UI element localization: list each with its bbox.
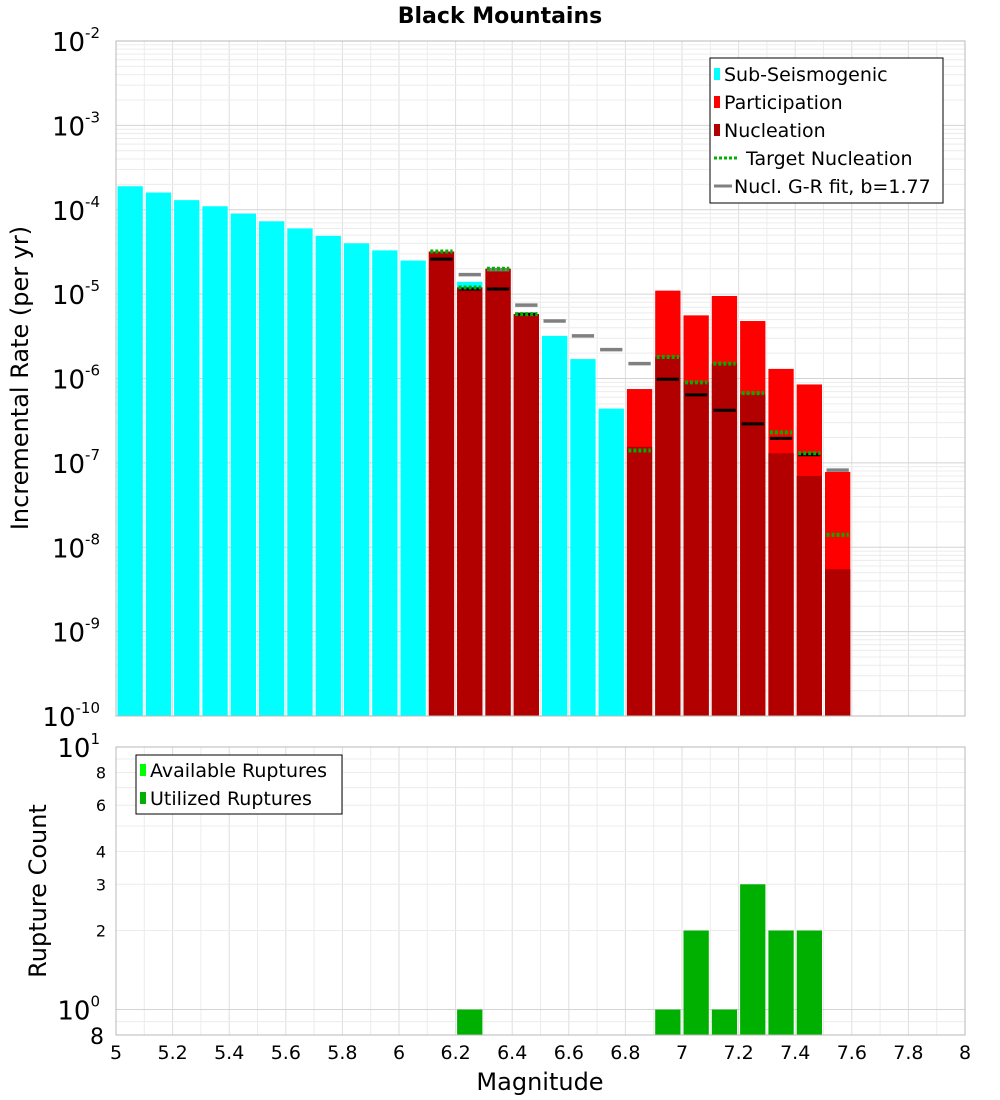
bar-nucleation [796,475,822,716]
bar-nucleation [683,382,709,716]
x-tick-label: 7.8 [893,1042,923,1064]
y-ticks-rate: 10-2 10-3 10-4 10-5 10-6 10-7 10-8 10-9 10-10 [42,24,100,733]
bar-nucleation [626,446,653,716]
bar-nucleation [655,356,681,716]
legend-box [709,57,944,204]
legend-label-participation: Participation [724,92,843,114]
bar-sub-seismogenic [542,335,568,716]
bar-nucleation [768,453,794,716]
y-tick-label: 10-4 [52,193,100,227]
bar-nucleation [513,314,539,716]
legend-label-available-ruptures: Available Ruptures [150,760,327,782]
bars-rate [117,186,851,717]
bar-utilized-ruptures [711,1009,738,1035]
y-tick-label-minor: 4 [96,842,106,861]
y-axis-label-count: Rupture Count [24,804,52,978]
x-axis-label: Magnitude [476,1068,603,1096]
bar-sub-seismogenic [117,186,143,716]
y-tick-label-minor: 2 [96,922,106,941]
x-tick-label: 6.4 [497,1042,527,1064]
plot-frame-count [115,746,966,1036]
grid-count [115,746,966,1036]
bar-sub-seismogenic [372,250,398,717]
legend-swatch-available-ruptures [140,764,146,776]
y-tick-label-minor: 3 [96,875,106,894]
chart-title: Black Mountains [398,4,602,29]
bar-sub-seismogenic [343,243,370,717]
legend-label-target-nucleation: Target Nucleation [745,148,913,170]
x-tick-label: 5.8 [327,1042,357,1064]
bar-nucleation [711,363,738,716]
x-tick-label: 6.2 [440,1042,470,1064]
x-tick-label: 7 [676,1042,688,1064]
legend-swatch-nucleation [714,124,720,136]
legend-count: Available Ruptures Utilized Ruptures [135,754,343,815]
bar-utilized-ruptures [683,930,709,1035]
bar-sub-seismogenic [145,192,172,717]
y-tick-label: 10-3 [52,108,100,142]
bar-sub-seismogenic [259,221,285,716]
legend-swatch-utilized-ruptures [140,792,146,804]
bars-count [457,884,822,1035]
y-tick-label-minor: 8 [96,763,106,782]
x-ticks: 5 5.2 5.4 5.6 5.8 6 6.2 6.4 6.6 6.8 7 7.2 7.4 7.6 7.8 8 [110,1042,971,1064]
bar-utilized-ruptures [655,1009,681,1035]
y-tick-label-minor: 6 [96,796,106,815]
plot-frame-rate [115,40,966,717]
bar-sub-seismogenic [174,200,200,716]
x-tick-label: 5.6 [271,1042,301,1064]
grid-rate [115,41,966,717]
bar-sub-seismogenic [315,235,341,716]
x-tick-label: 6 [393,1042,405,1064]
x-tick-label: 5.4 [214,1042,244,1064]
y-tick-label: 10-5 [52,277,100,311]
rate-plot: 10-2 10-3 10-4 10-5 10-6 10-7 10-8 10-9 10-10 Sub… [42,24,966,733]
x-tick-label: 7.2 [723,1042,753,1064]
y-tick-label: 10-7 [52,446,100,480]
x-tick-label: 7.6 [837,1042,867,1064]
bar-sub-seismogenic [400,260,426,716]
bar-sub-seismogenic [202,206,228,716]
bar-sub-seismogenic [570,359,596,716]
bar-nucleation [825,569,851,716]
bar-utilized-ruptures [796,930,822,1035]
y-axis-label-rate: Incremental Rate (per yr) [6,226,34,530]
x-tick-label: 7.4 [780,1042,810,1064]
bar-nucleation [457,287,483,716]
legend-label-sub-seismogenic: Sub-Seismogenic [724,64,888,86]
legend-swatch-participation [714,96,720,108]
y-tick-label: 10-2 [52,24,100,58]
bar-sub-seismogenic [230,213,256,717]
bar-utilized-ruptures [768,930,794,1035]
bar-sub-seismogenic [287,228,313,716]
legend-label-nucl-g-r-fit-b-1-77: Nucl. G-R fit, b=1.77 [734,176,931,198]
y-tick-label: 10-10 [42,699,100,733]
y-tick-label: 10-8 [52,530,100,564]
y-tick-label-major: 100 [57,993,100,1027]
bar-utilized-ruptures [740,884,766,1035]
legend-swatch-sub-seismogenic [714,68,720,80]
bar-nucleation [485,268,511,716]
legend-box [135,754,343,815]
bar-utilized-ruptures [457,1009,483,1035]
x-tick-label: 8 [959,1042,971,1064]
legend-label-utilized-ruptures: Utilized Ruptures [150,788,312,810]
y-tick-label-minor: 8 [90,1025,104,1050]
y-tick-label-major: 101 [57,730,100,764]
markers-rate [430,249,849,537]
x-tick-label: 5.2 [157,1042,187,1064]
legend-label-nucleation: Nucleation [724,120,826,142]
bar-nucleation [428,251,455,716]
bar-sub-seismogenic [598,408,624,716]
y-tick-label: 10-9 [52,615,100,649]
legend-rate: Sub-Seismogenic Participation Nucleation Ta… [709,57,944,204]
x-tick-label: 5 [110,1042,122,1064]
bar-nucleation [740,394,766,716]
x-tick-label: 6.6 [554,1042,584,1064]
x-tick-label: 6.8 [610,1042,640,1064]
y-tick-label: 10-6 [52,362,100,396]
